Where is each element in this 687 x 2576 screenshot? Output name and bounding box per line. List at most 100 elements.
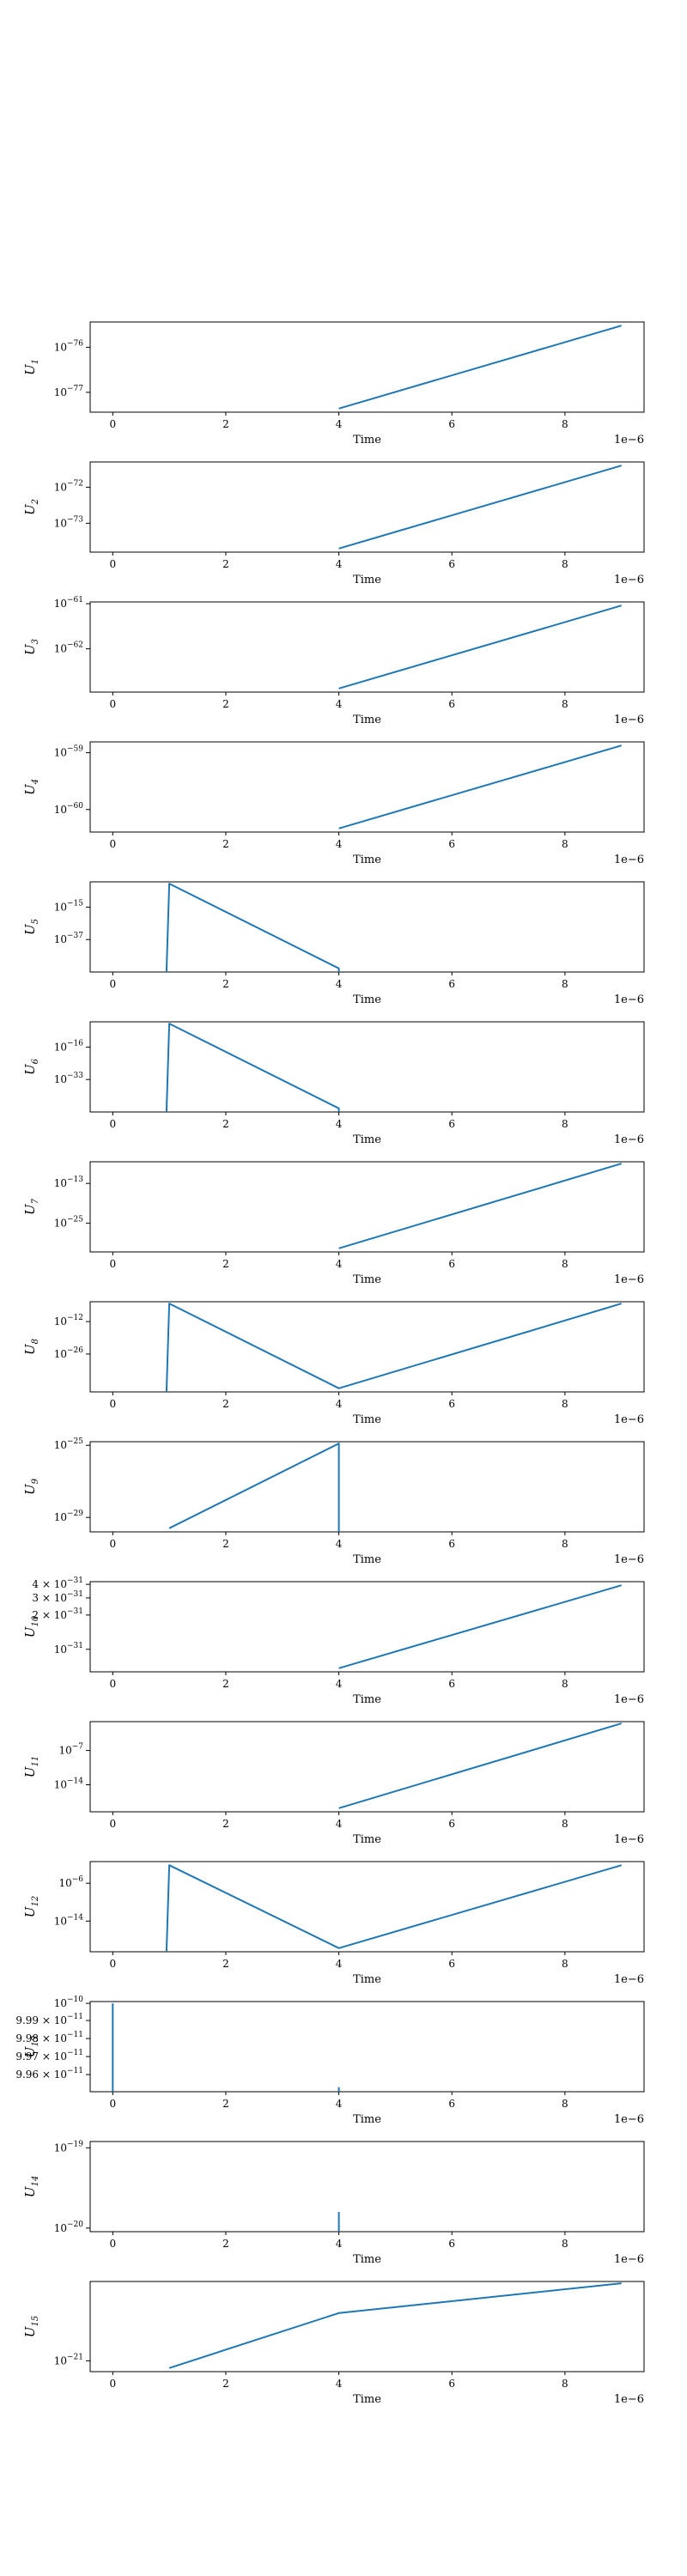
y-tick-exponent: −31	[67, 1607, 83, 1616]
y-axis-label: U4	[22, 779, 40, 795]
x-offset-label: 1e−6	[614, 993, 644, 1006]
y-axis-symbol: U	[22, 503, 38, 515]
y-axis-subscript: 1	[31, 359, 40, 364]
y-axis-symbol: U	[22, 1625, 38, 1637]
y-axis-symbol: U	[22, 783, 38, 795]
y-tick-base: 10	[54, 481, 67, 493]
y-axis-symbol: U	[22, 1343, 38, 1355]
series-line	[338, 1163, 622, 1249]
y-tick-exponent: −12	[67, 1314, 83, 1322]
x-tick-label: 2	[222, 1398, 229, 1410]
x-tick-label: 0	[110, 1818, 117, 1830]
y-tick-label: 10−13	[54, 1176, 84, 1189]
axes-frame	[89, 601, 645, 693]
subplot-15: 0 2 4 6 8 Time 1e−6 10−21 U15	[22, 2281, 645, 2406]
x-tick-label: 0	[110, 1958, 117, 1970]
x-tick-label: 8	[562, 558, 568, 570]
y-tick-label: 10−10	[54, 1996, 84, 2009]
y-tick-label: 10−16	[54, 1039, 84, 1053]
series-line	[165, 1303, 622, 1393]
y-tick-label: 10−62	[54, 641, 83, 655]
y-tick-label: 4 × 10−31	[32, 1577, 83, 1590]
x-tick-label: 0	[110, 1258, 117, 1270]
y-tick-label: 10−29	[54, 1510, 84, 1523]
y-tick-label: 10−15	[54, 899, 84, 913]
x-tick-label: 8	[562, 1258, 568, 1270]
y-tick-label: 10−76	[54, 339, 84, 353]
x-tick-label: 2	[222, 1678, 229, 1690]
x-tick-label: 4	[336, 1958, 343, 1970]
y-axis-subscript: 15	[31, 2316, 40, 2327]
y-axis-symbol: U	[22, 1765, 38, 1777]
x-tick-label: 6	[448, 558, 455, 570]
y-axis-subscript: 8	[31, 1339, 40, 1344]
x-tick-label: 8	[562, 1538, 568, 1550]
x-tick-label: 8	[562, 2378, 568, 2390]
x-offset-label: 1e−6	[614, 854, 644, 866]
x-tick-label: 4	[336, 418, 343, 430]
series-line	[165, 1023, 340, 1113]
x-tick-label: 2	[222, 1958, 229, 1970]
y-tick-base: 4 × 10	[32, 1578, 67, 1590]
axes-frame	[89, 2281, 645, 2372]
y-tick-base: 10	[54, 517, 67, 529]
y-tick-label: 10−25	[54, 1437, 84, 1451]
x-tick-label: 0	[110, 978, 117, 990]
y-tick-label: 10−61	[54, 596, 83, 610]
y-tick-exponent: −25	[67, 1437, 83, 1446]
x-tick-label: 2	[222, 978, 229, 990]
y-tick-label: 10−20	[54, 2221, 84, 2234]
x-tick-label: 8	[562, 978, 568, 990]
x-axis-label: Time	[353, 1133, 381, 1146]
y-tick-base: 9.97 × 10	[15, 2050, 67, 2063]
y-axis-label: U14	[22, 2176, 40, 2197]
x-axis-label: Time	[353, 1973, 381, 1986]
x-tick-label: 0	[110, 698, 117, 710]
x-tick-label: 6	[448, 978, 455, 990]
y-tick-base: 10	[58, 1877, 71, 1889]
x-tick-label: 0	[110, 418, 117, 430]
y-tick-label: 10−6	[58, 1875, 83, 1889]
x-tick-label: 2	[222, 418, 229, 430]
axes-frame	[89, 1861, 645, 1953]
x-tick-label: 6	[448, 1958, 455, 1970]
y-tick-label: 9.98 × 10−11	[15, 2031, 83, 2044]
y-tick-label: 10−72	[54, 479, 83, 493]
y-tick-base: 10	[54, 1315, 67, 1327]
y-axis-subscript: 10	[31, 1615, 40, 1626]
y-axis-label: U12	[22, 1896, 40, 1917]
x-tick-label: 0	[110, 838, 117, 850]
y-tick-exponent: −7	[72, 1743, 84, 1752]
y-tick-label: 3 × 10−31	[32, 1590, 83, 1604]
x-axis-label: Time	[353, 2253, 381, 2266]
y-axis-label: U10	[22, 1615, 40, 1637]
x-offset-label: 1e−6	[614, 574, 644, 586]
y-axis-label: U13	[22, 2036, 40, 2057]
x-offset-label: 1e−6	[614, 1133, 644, 1146]
y-tick-label: 10−26	[54, 1346, 84, 1360]
x-axis-label: Time	[353, 854, 381, 866]
series-line	[338, 465, 622, 550]
x-tick-label: 0	[110, 1118, 117, 1130]
y-axis-label: U3	[22, 639, 40, 655]
y-tick-exponent: −31	[67, 1590, 83, 1599]
y-tick-exponent: −26	[67, 1346, 83, 1355]
y-axis-subscript: 6	[31, 1058, 40, 1064]
y-tick-base: 3 × 10	[32, 1592, 67, 1604]
x-tick-label: 6	[448, 1678, 455, 1690]
y-axis-symbol: U	[22, 2045, 38, 2057]
y-tick-base: 10	[54, 341, 67, 353]
x-offset-label: 1e−6	[614, 1553, 644, 1566]
y-tick-label: 10−19	[54, 2140, 84, 2154]
y-axis-symbol: U	[22, 1203, 38, 1215]
x-tick-label: 6	[448, 838, 455, 850]
y-axis-label: U15	[22, 2316, 40, 2337]
x-tick-label: 8	[562, 698, 568, 710]
x-tick-label: 8	[562, 1818, 568, 1830]
